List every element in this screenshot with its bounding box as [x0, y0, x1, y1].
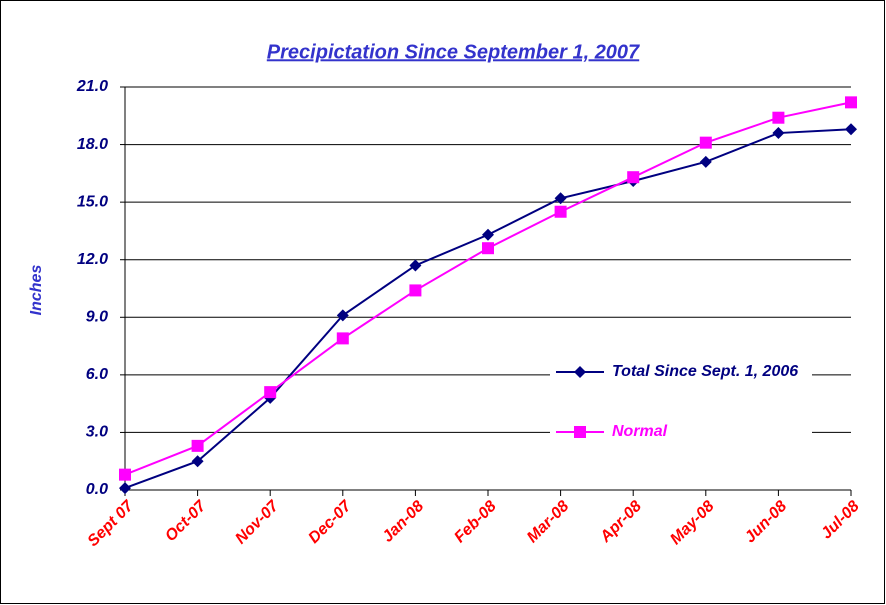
diamond-marker: [574, 366, 586, 378]
legend-label: Total Since Sept. 1, 2006: [612, 363, 799, 380]
chart-title: Precipictation Since September 1, 2007: [267, 41, 640, 63]
y-tick-label: 0.0: [86, 481, 108, 498]
y-tick-label: 12.0: [77, 251, 108, 268]
diamond-marker: [772, 127, 785, 140]
square-marker: [772, 111, 785, 124]
diamond-marker: [482, 228, 494, 241]
diamond-marker: [845, 123, 857, 136]
y-axis-label: Inches: [28, 265, 45, 316]
square-marker: [554, 205, 567, 218]
square-marker: [264, 386, 277, 399]
square-marker: [119, 468, 131, 481]
diamond-marker: [554, 192, 567, 205]
legend-label-box: Normal: [612, 423, 668, 440]
square-marker: [409, 284, 422, 297]
square-marker: [336, 332, 349, 345]
legend-label: Normal: [612, 423, 668, 440]
square-marker: [574, 426, 586, 438]
y-tick-label: 15.0: [77, 193, 108, 210]
square-marker: [845, 96, 857, 109]
y-tick-label: 18.0: [77, 136, 108, 153]
square-marker: [191, 439, 204, 452]
square-marker: [699, 136, 712, 149]
square-marker: [482, 242, 494, 255]
y-tick-label: 9.0: [86, 309, 108, 326]
diamond-marker: [409, 259, 422, 272]
diamond-marker: [699, 155, 712, 168]
legend-label-box: Total Since Sept. 1, 2006: [612, 363, 799, 380]
y-tick-label: 3.0: [86, 424, 108, 441]
y-tick-label: 21.0: [76, 78, 108, 95]
square-marker: [627, 171, 640, 184]
diamond-marker: [119, 482, 131, 495]
diamond-marker: [191, 455, 204, 468]
y-tick-label: 6.0: [86, 366, 108, 383]
diamond-marker: [336, 309, 349, 322]
